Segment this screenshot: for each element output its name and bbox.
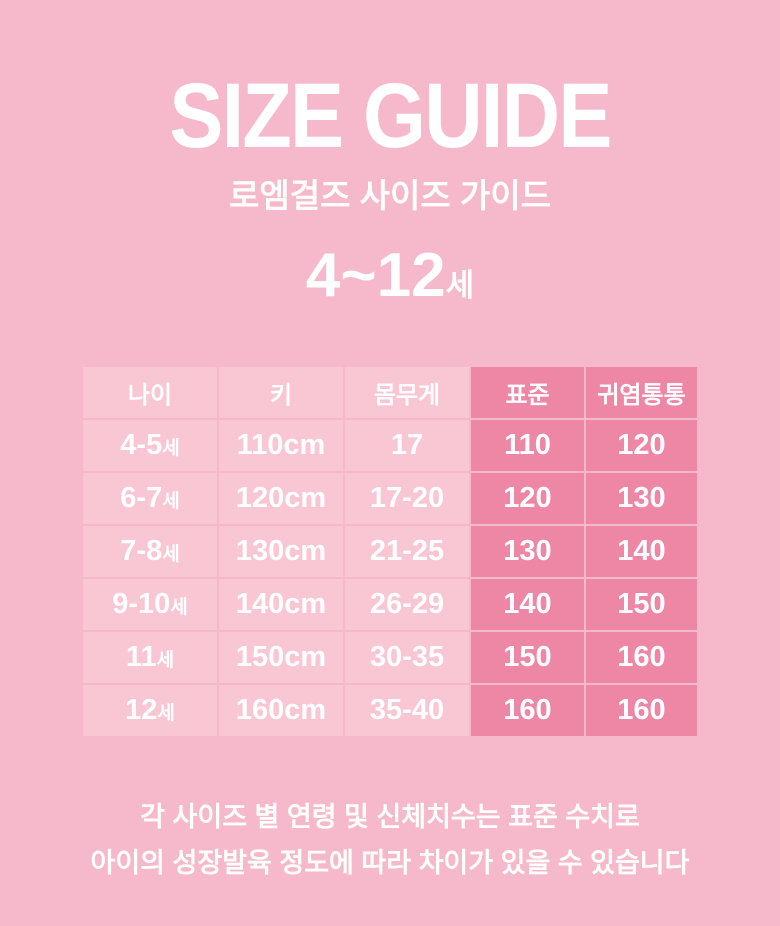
table-row: 11세 150cm 30-35 150 160 (83, 632, 697, 683)
cell-standard: 110 (471, 420, 584, 471)
footer-line-1: 각 사이즈 별 연령 및 신체치수는 표준 수치로 (140, 802, 640, 832)
age-range: 4~12세 (0, 245, 780, 317)
cell-age: 4-5세 (83, 420, 217, 471)
cell-weight: 17 (345, 420, 469, 471)
size-table: 나이 키 몸무게 표준 귀염통통 4-5세 110cm 17 110 120 6… (81, 365, 699, 738)
table-row: 7-8세 130cm 21-25 130 140 (83, 526, 697, 577)
age-value: 9-10 (112, 588, 171, 620)
cell-standard: 150 (471, 632, 584, 683)
cell-age: 11세 (83, 632, 217, 683)
cell-chubby: 130 (586, 473, 697, 524)
cell-chubby: 150 (586, 579, 697, 630)
cell-weight: 30-35 (345, 632, 469, 683)
age-suffix: 세 (170, 597, 188, 618)
age-value: 12 (125, 694, 158, 726)
age-suffix: 세 (162, 491, 180, 512)
table-row: 12세 160cm 35-40 160 160 (83, 685, 697, 736)
cell-age: 9-10세 (83, 579, 217, 630)
cell-height: 140cm (219, 579, 343, 630)
table-row: 4-5세 110cm 17 110 120 (83, 420, 697, 471)
age-suffix: 세 (162, 438, 180, 459)
column-header-weight: 몸무게 (345, 367, 469, 418)
cell-age: 7-8세 (83, 526, 217, 577)
age-range-value: 4~12 (305, 241, 446, 310)
cell-height: 160cm (219, 685, 343, 736)
table-row: 9-10세 140cm 26-29 140 150 (83, 579, 697, 630)
age-value: 6-7 (120, 482, 163, 514)
column-header-age: 나이 (83, 367, 217, 418)
cell-weight: 35-40 (345, 685, 469, 736)
footer-line-2: 아이의 성장발육 정도에 따라 차이가 있을 수 있습니다 (90, 848, 690, 878)
age-value: 4-5 (120, 429, 163, 461)
age-value: 11 (125, 641, 157, 673)
page-title: SIZE GUIDE (169, 65, 612, 167)
age-value: 7-8 (120, 535, 163, 567)
age-suffix: 세 (162, 544, 180, 565)
cell-age: 6-7세 (83, 473, 217, 524)
cell-chubby: 160 (586, 632, 697, 683)
cell-standard: 140 (471, 579, 584, 630)
cell-age: 12세 (83, 685, 217, 736)
cell-height: 120cm (219, 473, 343, 524)
footer-note: 각 사이즈 별 연령 및 신체치수는 표준 수치로 아이의 성장발육 정도에 따… (0, 794, 780, 886)
table-header-row: 나이 키 몸무게 표준 귀염통통 (83, 367, 697, 418)
column-header-height: 키 (219, 367, 343, 418)
page-subtitle: 로엠걸즈 사이즈 가이드 (229, 177, 551, 214)
cell-chubby: 160 (586, 685, 697, 736)
column-header-standard: 표준 (471, 367, 584, 418)
cell-standard: 120 (471, 473, 584, 524)
cell-weight: 17-20 (345, 473, 469, 524)
cell-weight: 21-25 (345, 526, 469, 577)
age-range-suffix: 세 (445, 268, 475, 303)
cell-height: 110cm (219, 420, 343, 471)
cell-chubby: 120 (586, 420, 697, 471)
cell-height: 130cm (219, 526, 343, 577)
cell-standard: 130 (471, 526, 584, 577)
cell-chubby: 140 (586, 526, 697, 577)
age-suffix: 세 (156, 650, 175, 671)
cell-height: 150cm (219, 632, 343, 683)
cell-weight: 26-29 (345, 579, 469, 630)
column-header-chubby: 귀염통통 (586, 367, 697, 418)
cell-standard: 160 (471, 685, 584, 736)
age-suffix: 세 (157, 703, 175, 724)
table-row: 6-7세 120cm 17-20 120 130 (83, 473, 697, 524)
